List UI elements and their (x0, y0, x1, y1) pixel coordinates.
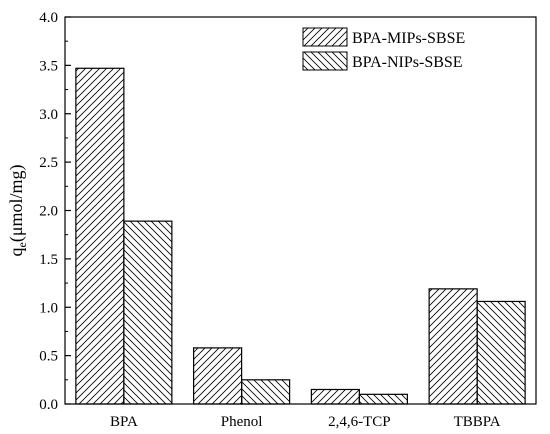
bar-mips-1 (193, 347, 243, 405)
legend-swatch-mips (302, 27, 348, 47)
x-category-label: 2,4,6-TCP (328, 414, 391, 430)
y-tick-label: 4.0 (39, 10, 58, 26)
bar-mips-0 (75, 67, 125, 405)
y-tick-label: 3.0 (39, 107, 58, 123)
bar-nips-1 (241, 379, 291, 405)
y-tick-label: 0.5 (39, 349, 58, 365)
x-axis-categories: BPA Phenol 2,4,6-TCP TBBPA (110, 398, 501, 430)
legend-swatch-nips (302, 51, 348, 71)
bar-nips-3 (476, 300, 526, 405)
y-axis-label: qe(μmol/mg) (6, 165, 29, 257)
bar-nips-2 (358, 393, 408, 405)
legend-label-mips: BPA-MIPs-SBSE (352, 30, 465, 47)
bar-mips-3 (428, 288, 478, 405)
y-tick-label: 0.0 (39, 397, 58, 413)
plot-frame (64, 16, 537, 405)
y-axis-label-unit: (μmol/mg) (6, 165, 27, 243)
y-tick-label: 1.5 (39, 252, 58, 268)
y-axis-label-main: q (6, 247, 26, 256)
legend: BPA-MIPs-SBSE BPA-NIPs-SBSE (302, 27, 465, 71)
y-tick-label: 1.0 (39, 300, 58, 316)
y-axis-ticks: 0.0 0.5 1.0 1.5 2.0 2.5 3.0 3.5 4.0 (39, 10, 71, 413)
y-tick-label: 2.0 (39, 204, 58, 220)
x-category-label: Phenol (221, 414, 263, 430)
x-category-label: BPA (110, 414, 138, 430)
bars (75, 67, 526, 405)
y-tick-label: 3.5 (39, 58, 58, 74)
legend-label-nips: BPA-NIPs-SBSE (352, 54, 463, 71)
y-tick-label: 2.5 (39, 155, 58, 171)
x-category-label: TBBPA (454, 414, 501, 430)
y-axis-label-subscript: e (15, 242, 29, 247)
bar-nips-0 (123, 220, 173, 405)
bar-mips-2 (310, 388, 360, 405)
